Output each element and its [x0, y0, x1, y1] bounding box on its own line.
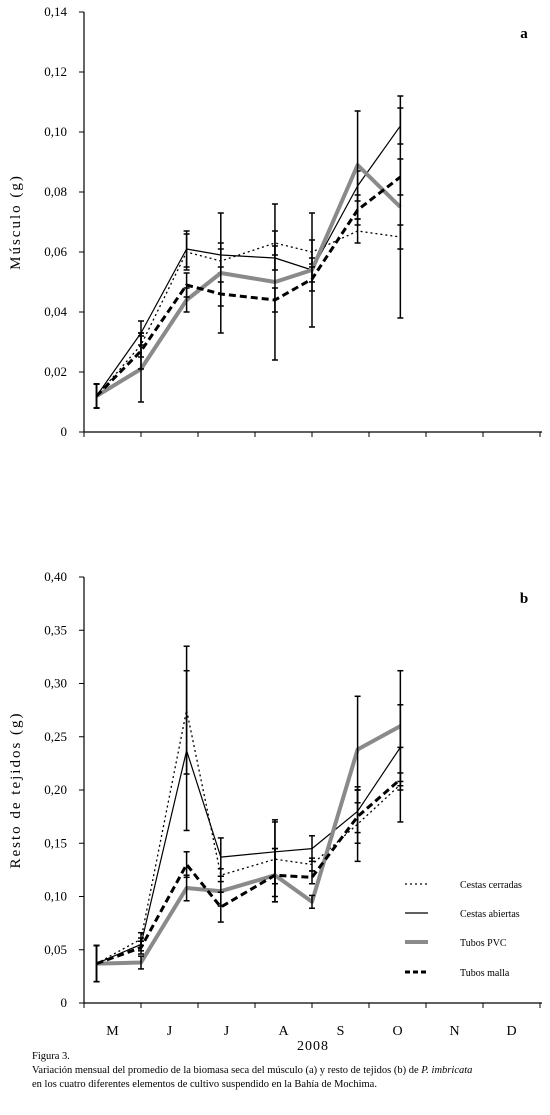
panel-label: b — [520, 591, 528, 607]
x-tick-label: J — [224, 1024, 230, 1039]
x-tick-label: M — [106, 1024, 119, 1039]
series-line — [96, 230, 401, 397]
caption-line-2: en los cuatro diferentes elementos de cu… — [32, 1079, 377, 1090]
series-line — [96, 747, 401, 965]
x-tick-label: S — [337, 1024, 345, 1039]
y-tick-label: 0,04 — [44, 304, 67, 319]
y-tick-label: 0,05 — [44, 942, 67, 957]
caption-line-1-text: Variación mensual del promedio de la bio… — [32, 1065, 422, 1076]
y-tick-label: 0,40 — [44, 569, 67, 584]
legend: Cestas cerradas Cestas abiertas Tubos PVC T… — [405, 880, 522, 979]
y-tick-label: 0,35 — [44, 622, 67, 637]
series-line — [96, 709, 401, 965]
panel-b: 0 0,05 0,10 0,15 0,20 0,25 0,30 0,35 0,40 M J J A S O N… — [8, 569, 542, 1039]
figure-caption: Figura 3. Variación mensual del promedio… — [32, 1050, 547, 1092]
y-axis-label: Resto de tejidos (g) — [8, 711, 24, 868]
y-tick-label: 0,02 — [44, 364, 67, 379]
y-tick-label: 0,20 — [44, 782, 67, 797]
y-tick-label: 0,12 — [44, 64, 67, 79]
y-tick-label: 0,25 — [44, 729, 67, 744]
y-tick-label: 0,30 — [44, 676, 67, 691]
legend-label: Cestas cerradas — [460, 880, 522, 891]
y-tick-label: 0,08 — [44, 184, 67, 199]
y-tick-label: 0,06 — [44, 244, 67, 259]
caption-line-1: Variación mensual del promedio de la bio… — [32, 1064, 547, 1078]
x-tick-label: A — [278, 1024, 289, 1039]
series-line — [96, 125, 401, 397]
caption-title: Figura 3. — [32, 1051, 70, 1062]
panel-label: a — [520, 26, 528, 42]
y-tick-label: 0,10 — [44, 889, 67, 904]
panel-a: 0 0,02 0,04 0,06 0,08 0,10 0,12 0,14 Músculo (g)… — [8, 4, 542, 439]
y-tick-label: 0 — [61, 424, 68, 439]
x-tick-label: N — [449, 1024, 459, 1039]
y-tick-label: 0,15 — [44, 835, 67, 850]
y-axis-label: Músculo (g) — [8, 174, 24, 270]
legend-label: Tubos PVC — [460, 938, 507, 949]
series-line — [95, 175, 402, 398]
caption-species: P. imbricata — [421, 1065, 473, 1076]
y-tick-label: 0 — [61, 995, 68, 1010]
series-line — [96, 724, 402, 966]
series-line — [95, 163, 402, 398]
x-tick-label: O — [392, 1024, 402, 1039]
y-tick-label: 0,10 — [44, 124, 67, 139]
x-tick-label: J — [167, 1024, 173, 1039]
y-tick-label: 0,14 — [44, 4, 67, 19]
x-axis-label: 2008 — [297, 1039, 329, 1054]
legend-label: Cestas abiertas — [460, 909, 520, 920]
legend-label: Tubos malla — [460, 968, 510, 979]
series-line — [95, 778, 402, 966]
x-tick-label: D — [506, 1024, 516, 1039]
